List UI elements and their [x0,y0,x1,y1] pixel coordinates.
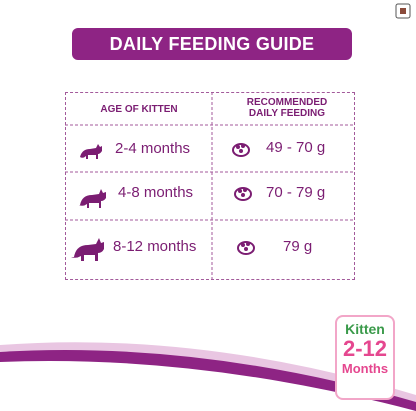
amount-cell: 49 - 70 g [266,139,326,156]
amount-cell: 79 g [283,238,313,255]
badge-age: 2-12 [342,336,388,361]
badge: Kitten 2-12 Months [335,315,395,400]
cat-icon [71,144,106,261]
corner-icon-fill [400,8,406,14]
table [65,92,355,280]
column-header: RECOMMENDED DAILY FEEDING [246,97,328,119]
bowl-icon [232,143,255,255]
badge-unit: Months [341,361,389,376]
badge-brand: Kitten [345,321,385,337]
swoosh-inner [0,361,416,411]
age-cell: 8-12 months [113,238,197,255]
age-cell: 2-4 months [115,140,191,157]
amount-cell: 70 - 79 g [266,184,326,201]
title: DAILY FEEDING GUIDE [72,28,352,60]
column-header: AGE OF KITTEN [100,104,178,115]
age-cell: 4-8 months [118,184,194,201]
